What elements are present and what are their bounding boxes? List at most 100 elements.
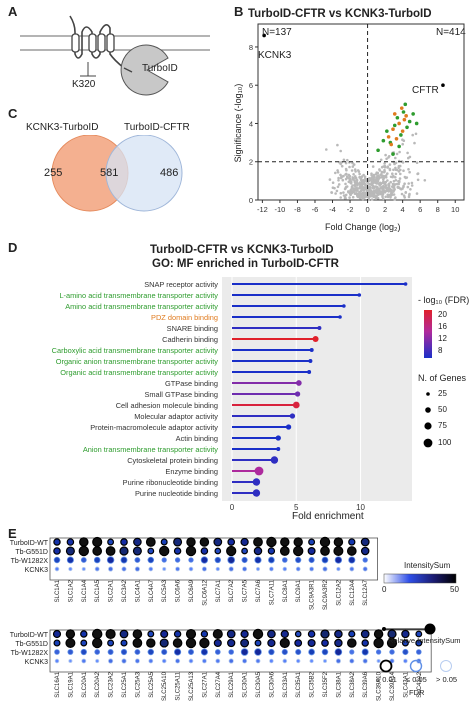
- dotplot-cell: [294, 630, 302, 638]
- dotplot-cell: [228, 566, 234, 572]
- background-point: [328, 178, 332, 181]
- background-point: [387, 182, 391, 186]
- lollipop-head: [292, 401, 300, 409]
- dotplot-cell: [252, 628, 264, 640]
- go-term-label: Amino acid transmembrane transporter act…: [65, 302, 218, 311]
- panel-label-d: D: [8, 240, 18, 255]
- x-tick-label: 0: [365, 205, 369, 214]
- hit-point: [407, 119, 412, 124]
- dotplot-cell: [199, 537, 210, 547]
- dotplot-cell: [293, 537, 303, 547]
- dotplot-cell: [295, 648, 302, 656]
- background-point: [346, 158, 349, 162]
- go-x-tick: 10: [356, 503, 365, 512]
- background-point: [377, 174, 380, 177]
- dotplot-cell: [334, 648, 343, 656]
- background-point: [374, 180, 377, 183]
- go-term-label: Small GTPase binding: [144, 390, 218, 399]
- lollipop-head: [285, 424, 292, 430]
- background-point: [384, 153, 387, 157]
- dotplot-cell: [254, 556, 262, 564]
- background-point: [416, 172, 420, 175]
- dotplot-col-label: SLC1A4: [82, 579, 88, 602]
- dotplot-col-label: SLC6A12: [202, 579, 208, 605]
- background-point: [380, 165, 384, 169]
- dotplot-cell: [54, 649, 60, 655]
- dotplot-cell: [172, 638, 183, 648]
- dotplot-cell: [105, 628, 116, 640]
- go-term-label: SNAP receptor activity: [144, 280, 218, 289]
- background-point: [387, 156, 390, 159]
- dotplot-col-label: SLC35F2: [323, 671, 329, 697]
- fdr-legend-title: - log₁₀ (FDR): [418, 295, 470, 305]
- size-tick-50: 50: [438, 405, 447, 414]
- intensity-tick-50: 50: [450, 585, 459, 594]
- background-point: [358, 176, 361, 179]
- background-point: [391, 172, 394, 175]
- dotplot-cell: [321, 648, 329, 656]
- lollipop-head: [309, 348, 314, 352]
- hit-point: [394, 136, 399, 141]
- x-tick-label: 2: [383, 205, 387, 214]
- dotplot-cell: [240, 537, 249, 547]
- background-point: [362, 195, 365, 199]
- background-point: [359, 184, 363, 188]
- dotplot-cell: [147, 556, 155, 564]
- background-point: [341, 178, 345, 182]
- hit-point: [392, 112, 397, 116]
- dotplot-cell: [53, 538, 61, 546]
- background-point: [376, 196, 380, 200]
- dotplot-cell: [147, 630, 155, 638]
- dotplot-cell: [174, 557, 181, 563]
- dotplot-col-label: SLC4A7: [149, 579, 155, 602]
- go-term-label: GTPase binding: [165, 379, 218, 388]
- dotplot-cell: [267, 547, 276, 555]
- background-point: [378, 168, 381, 171]
- background-point: [407, 168, 410, 171]
- background-point: [394, 156, 397, 160]
- dotplot-cell: [349, 649, 355, 655]
- background-point: [395, 152, 399, 156]
- lollipop-head: [296, 380, 302, 386]
- background-point: [344, 193, 348, 197]
- dotplot-cell: [307, 638, 316, 648]
- background-point: [336, 171, 340, 174]
- dotplot-cell: [186, 537, 196, 547]
- background-point: [355, 186, 358, 189]
- background-point: [386, 172, 389, 175]
- dotplot-cell: [348, 556, 356, 564]
- dotplot-cell: [386, 637, 398, 649]
- dotplot-col-label: SLC43A1: [403, 671, 409, 697]
- dotplot-col-label: SLC9A3R2: [323, 579, 329, 610]
- dotplot-cell: [67, 649, 74, 655]
- background-point: [383, 181, 386, 185]
- lollipop-head: [276, 447, 281, 451]
- dotplot-col-label: SLC20A1: [82, 671, 88, 697]
- dotplot-cell: [349, 658, 355, 664]
- dotplot-cell: [120, 648, 128, 656]
- dotplot-cell: [269, 658, 274, 664]
- dotplot-cell: [308, 556, 315, 564]
- dotplot-cell: [121, 658, 127, 664]
- panel-label-b: B: [234, 4, 244, 19]
- background-point: [386, 195, 390, 199]
- relative-intensity-label: Relative IntensitySum: [388, 636, 461, 645]
- background-point: [410, 184, 414, 187]
- background-point: [337, 179, 340, 182]
- background-point: [372, 187, 375, 190]
- fdr-colorbar: [424, 310, 432, 358]
- background-point: [388, 187, 392, 191]
- volcano-xlabel: Fold Change (log₂): [325, 222, 401, 232]
- dotplot-cell: [361, 648, 369, 656]
- panel-label-c: C: [8, 106, 18, 121]
- dotplot-cell: [120, 556, 128, 564]
- dotplot-col-label: SLC7A5: [243, 579, 249, 602]
- background-point: [344, 161, 348, 165]
- hit-point: [402, 117, 407, 122]
- go-term-label: Actin binding: [176, 434, 218, 443]
- background-point: [347, 190, 350, 193]
- background-point: [362, 188, 366, 192]
- dotplot-cell: [280, 629, 289, 639]
- background-point: [402, 194, 406, 197]
- background-point: [350, 169, 354, 172]
